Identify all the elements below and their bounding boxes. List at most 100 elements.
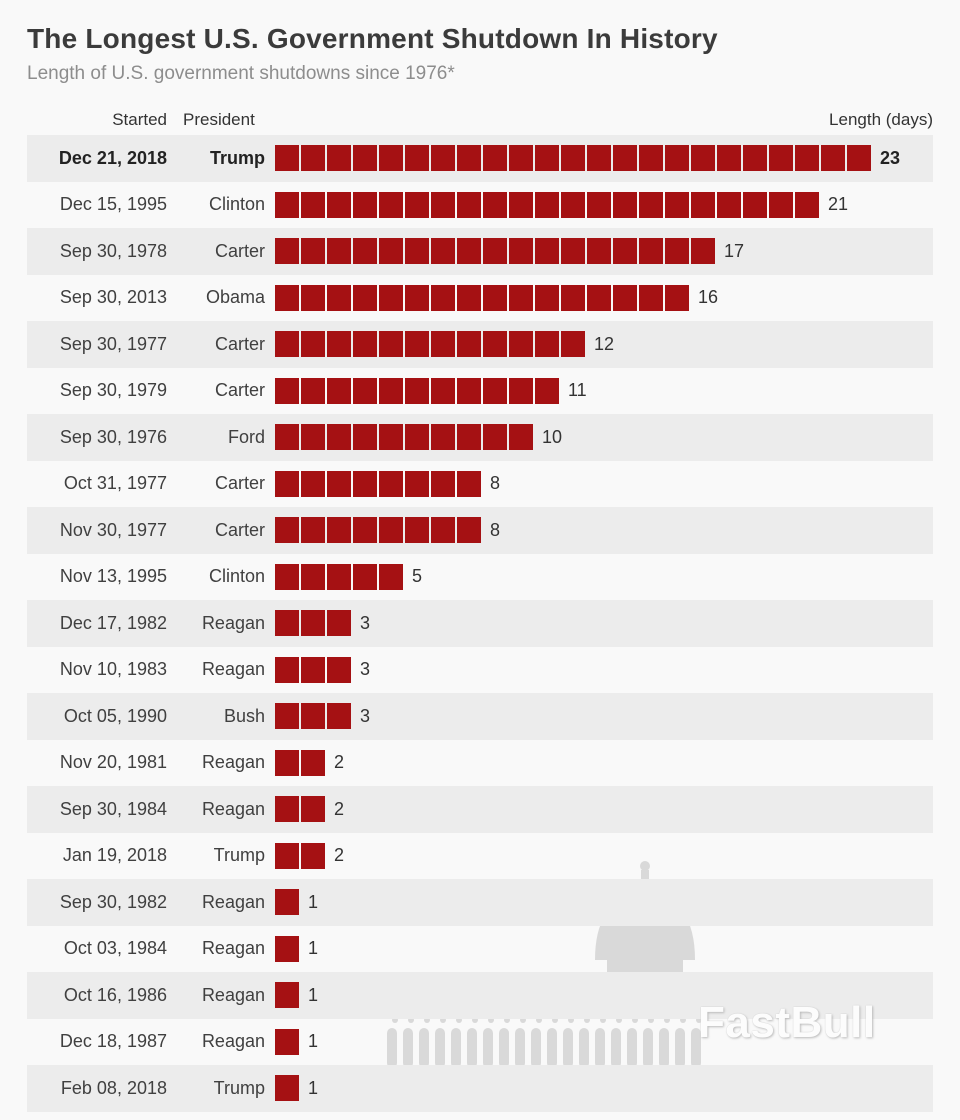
bar-cell: 23	[265, 145, 933, 172]
bar-segment	[327, 424, 351, 451]
row-president: Reagan	[201, 938, 265, 959]
bar	[275, 935, 299, 962]
bar-segment	[301, 563, 325, 590]
bar-segment	[457, 284, 481, 311]
bar-segment	[717, 145, 741, 172]
bar-segment	[353, 191, 377, 218]
page-title: The Longest U.S. Government Shutdown In …	[27, 23, 718, 54]
bar-segment	[535, 331, 559, 358]
table-row: Sep 30, 2013 Obama 16	[27, 275, 933, 322]
row-started-date: Feb 08, 2018	[60, 1077, 167, 1098]
bar-segment	[509, 331, 533, 358]
bar-segment	[353, 424, 377, 451]
bar-segment	[379, 145, 403, 172]
row-president: Reagan	[201, 984, 265, 1005]
bar-segment	[587, 284, 611, 311]
bar-segment	[379, 377, 403, 404]
bar-segment	[275, 889, 299, 916]
bar-segment	[743, 145, 767, 172]
bar-segment	[457, 377, 481, 404]
bar-segment	[535, 238, 559, 265]
row-president: Carter	[214, 380, 265, 401]
row-length-value: 1	[308, 1031, 319, 1052]
bar-segment	[431, 284, 455, 311]
bar-segment	[353, 284, 377, 311]
bar-cell: 5	[265, 563, 933, 590]
row-started-date: Oct 05, 1990	[63, 705, 167, 726]
bar-segment	[613, 284, 637, 311]
bar-segment	[327, 331, 351, 358]
row-president: Carter	[214, 473, 265, 494]
row-length-value: 16	[698, 287, 719, 308]
bar-cell: 12	[265, 331, 933, 358]
bar-segment	[353, 470, 377, 497]
bar-segment	[769, 191, 793, 218]
table-row: Oct 03, 1984 Reagan 1	[27, 926, 933, 973]
bar-segment	[613, 145, 637, 172]
row-length-value: 10	[542, 426, 563, 447]
bar	[275, 842, 325, 869]
bar-segment	[821, 145, 845, 172]
bar-segment	[327, 377, 351, 404]
row-started-date: Dec 21, 2018	[58, 147, 167, 168]
bar-segment	[327, 610, 351, 637]
row-length-value: 3	[360, 659, 371, 680]
bar-segment	[431, 470, 455, 497]
bar-segment	[639, 191, 663, 218]
column-header-started: Started	[112, 110, 167, 129]
row-started-date: Sep 30, 2013	[59, 287, 167, 308]
bar-segment	[639, 238, 663, 265]
bar-segment	[457, 424, 481, 451]
table-row: Sep 30, 1976 Ford 10	[27, 414, 933, 461]
row-president: Obama	[205, 287, 265, 308]
bar	[275, 470, 481, 497]
bar-segment	[483, 238, 507, 265]
bar-segment	[405, 331, 429, 358]
row-president: Reagan	[201, 752, 265, 773]
bar-segment	[327, 238, 351, 265]
bar-segment	[405, 145, 429, 172]
bar	[275, 517, 481, 544]
bar	[275, 284, 689, 311]
bar-segment	[483, 424, 507, 451]
bar-cell: 21	[265, 191, 933, 218]
bar-segment	[431, 517, 455, 544]
bar-segment	[535, 145, 559, 172]
bar-segment	[665, 191, 689, 218]
bar-cell: 1	[265, 1075, 933, 1102]
bar-segment	[275, 377, 299, 404]
bar-segment	[275, 563, 299, 590]
bar-segment	[353, 145, 377, 172]
bar-segment	[587, 191, 611, 218]
row-started-date: Jan 19, 2018	[62, 845, 167, 866]
row-length-value: 1	[308, 938, 319, 959]
bar-cell: 3	[265, 610, 933, 637]
bar	[275, 145, 871, 172]
chart-rows: Dec 21, 2018 Trump 23 Dec 15, 1995 Clint…	[27, 135, 933, 1112]
row-started-date: Oct 16, 1986	[63, 984, 167, 1005]
bar-segment	[275, 703, 299, 730]
bar-cell: 10	[265, 424, 933, 451]
row-started-date: Sep 30, 1978	[59, 240, 167, 261]
row-started-date: Dec 15, 1995	[59, 194, 167, 215]
bar-segment	[275, 1028, 299, 1055]
table-row: Sep 30, 1978 Carter 17	[27, 228, 933, 275]
bar-segment	[301, 656, 325, 683]
bar	[275, 331, 585, 358]
bar-segment	[327, 703, 351, 730]
row-length-value: 2	[334, 845, 345, 866]
bar-segment	[301, 331, 325, 358]
bar-cell: 1	[265, 1028, 933, 1055]
bar-segment	[405, 238, 429, 265]
bar-segment	[457, 145, 481, 172]
bar-segment	[327, 191, 351, 218]
bar-segment	[561, 331, 585, 358]
bar-segment	[327, 284, 351, 311]
bar-segment	[457, 517, 481, 544]
table-row: Dec 18, 1987 Reagan 1	[27, 1019, 933, 1066]
bar-segment	[327, 656, 351, 683]
bar-segment	[275, 331, 299, 358]
bar-segment	[379, 238, 403, 265]
row-started-date: Nov 10, 1983	[59, 659, 167, 680]
